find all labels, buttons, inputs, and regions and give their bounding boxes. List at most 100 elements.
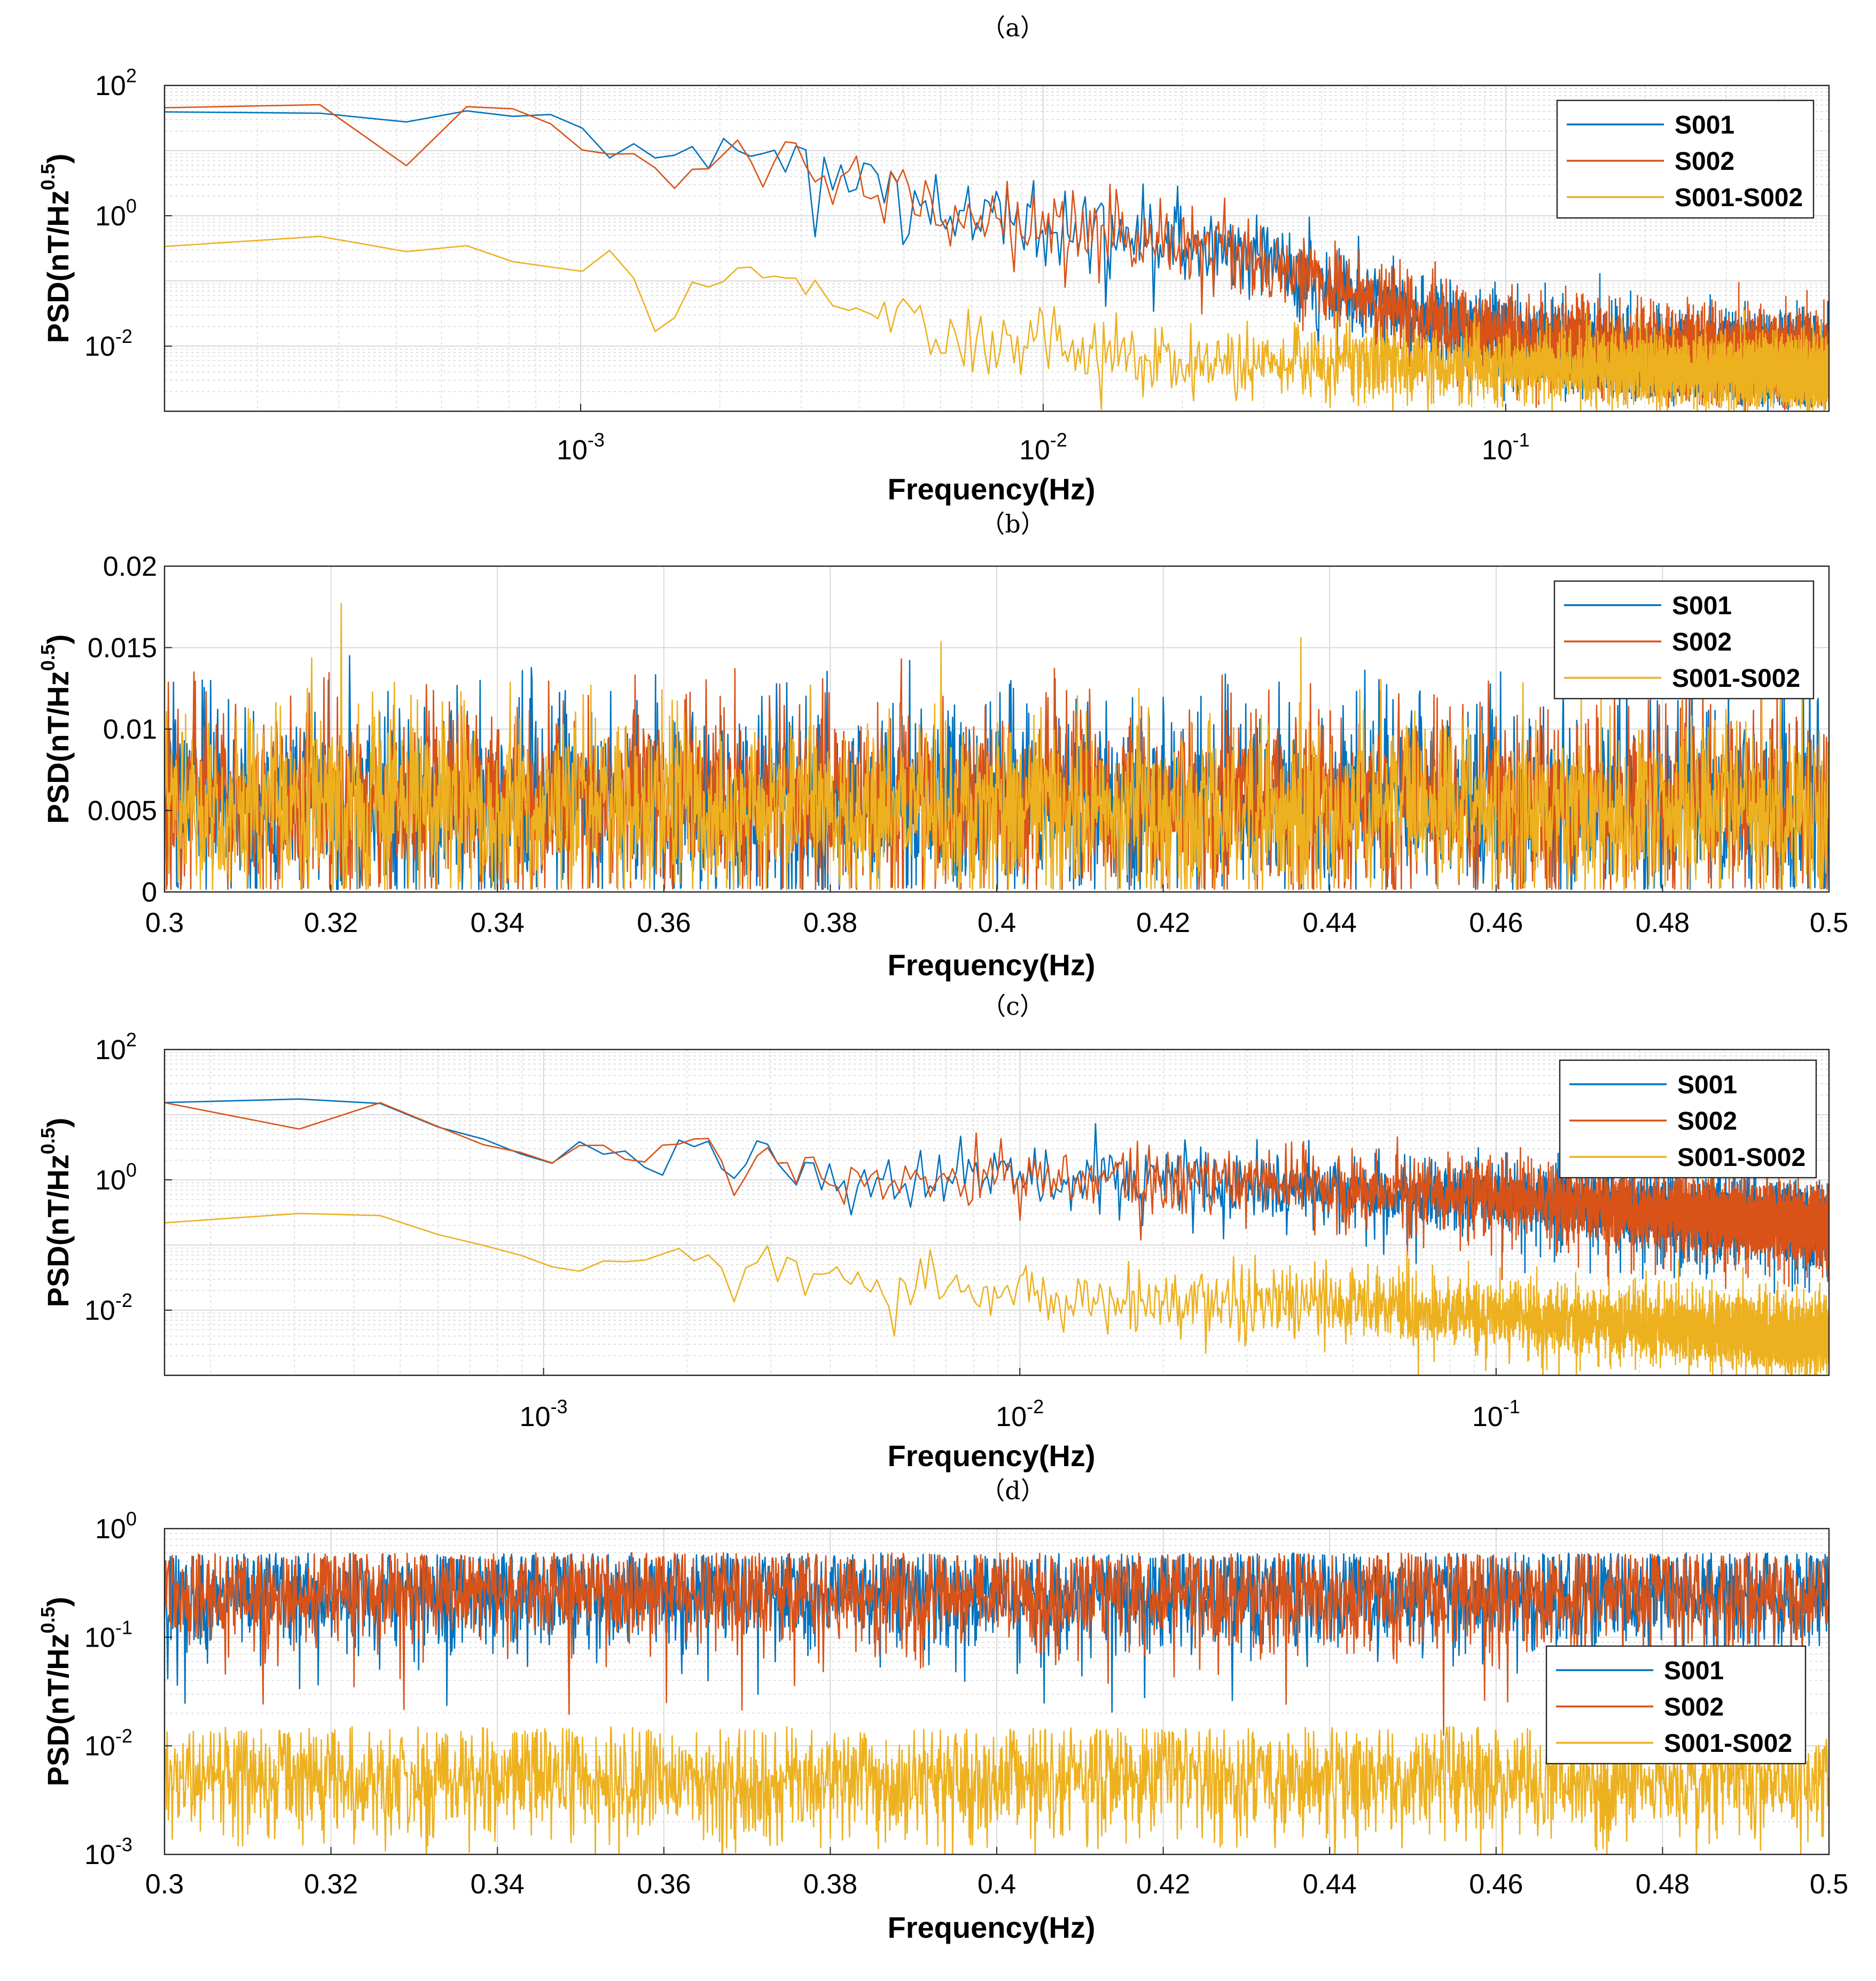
y-tick-label: 10-1 bbox=[84, 1616, 132, 1653]
y-label-close: ) bbox=[41, 154, 75, 164]
x-tick-base: 10 bbox=[520, 1401, 551, 1432]
x-tick-label: 0.42 bbox=[1136, 1869, 1190, 1900]
legend-box bbox=[1556, 99, 1815, 219]
x-tick-label: 10-2 bbox=[1019, 429, 1067, 466]
y-tick-label: 102 bbox=[95, 65, 137, 101]
y-tick-label: 10-2 bbox=[84, 325, 132, 362]
y-tick-base: 10 bbox=[95, 1035, 126, 1066]
legend-entry-s001: S001 bbox=[1677, 1071, 1737, 1099]
y-tick-exponent: -2 bbox=[115, 325, 132, 347]
y-tick-exponent: -3 bbox=[115, 1834, 132, 1855]
x-tick-label: 0.48 bbox=[1636, 1869, 1690, 1900]
panel-a: （a）10-3 10-2 10-110210010-2Frequency(Hz)PS… bbox=[37, 13, 1830, 506]
x-tick-label: 0.3 bbox=[145, 1869, 184, 1900]
x-tick-label: 0.38 bbox=[803, 1869, 857, 1900]
x-tick-label: 10-1 bbox=[1482, 429, 1530, 466]
y-tick-exponent: 0 bbox=[126, 195, 137, 217]
y-label-close: ) bbox=[41, 1118, 75, 1128]
y-axis-label-a: PSD(nT/Hz0.5) bbox=[37, 154, 75, 343]
x-tick-label: 0.32 bbox=[304, 1869, 358, 1900]
panel-label-a: （a） bbox=[981, 13, 1044, 42]
legend-b: S001 S002 S001-S002 bbox=[1553, 580, 1815, 700]
y-label-exponent: 0.5 bbox=[37, 163, 59, 190]
x-tick-label: 10-3 bbox=[557, 429, 605, 466]
x-tick-base: 10 bbox=[557, 435, 588, 466]
legend-entry-s002: S002 bbox=[1672, 628, 1732, 656]
y-axis-label-b: PSD(nT/Hz0.5) bbox=[37, 635, 75, 824]
y-tick-label: 100 bbox=[95, 1159, 137, 1196]
y-tick-exponent: 2 bbox=[126, 1029, 137, 1051]
x-tick-exponent: -3 bbox=[551, 1396, 568, 1418]
x-tick-label: 0.36 bbox=[637, 907, 691, 938]
x-tick-label: 0.5 bbox=[1810, 1869, 1848, 1900]
series-group-a bbox=[165, 104, 1829, 411]
y-tick-base: 10 bbox=[95, 71, 126, 101]
legend-entry-s001: S001 bbox=[1672, 592, 1732, 620]
panel-b: （b） 0.3 0.32 0.34 0.36 0.38 0.4 0.42 0.44 0.46 0.4… bbox=[37, 510, 1848, 982]
panel-label-b: （b） bbox=[980, 510, 1045, 538]
legend-a: S001 S002 S001-S002 bbox=[1556, 99, 1815, 219]
y-label-exponent: 0.5 bbox=[37, 1607, 59, 1633]
panel-label-c: （c） bbox=[981, 992, 1044, 1021]
y-tick-exponent: -2 bbox=[115, 1725, 132, 1747]
x-tick-exponent: -1 bbox=[1503, 1396, 1520, 1418]
y-tick-label: 10-2 bbox=[84, 1725, 132, 1762]
y-tick-label: 100 bbox=[95, 1508, 137, 1545]
y-tick-label: 10-3 bbox=[84, 1834, 132, 1870]
x-tick-exponent: -3 bbox=[588, 429, 605, 451]
y-tick-base: 10 bbox=[84, 1731, 115, 1762]
x-tick-label: 0.42 bbox=[1136, 907, 1190, 938]
y-label-main: PSD(nT/Hz bbox=[41, 671, 75, 824]
series-group-b bbox=[165, 602, 1829, 890]
panel-d: （d） 0.3 0.32 0.34 0.36 0.38 0.4 0.42 0.44 0.46 0.4… bbox=[37, 1476, 1848, 1944]
x-tick-base: 10 bbox=[1482, 435, 1513, 466]
x-axis-label-c: Frequency(Hz) bbox=[888, 1439, 1096, 1473]
y-tick-base: 10 bbox=[84, 331, 115, 362]
y-tick-base: 10 bbox=[84, 1295, 115, 1326]
legend-entry-s001: S001 bbox=[1664, 1657, 1724, 1685]
y-tick-base: 10 bbox=[84, 1622, 115, 1653]
x-tick-exponent: -2 bbox=[1027, 1396, 1044, 1418]
axes-box-a bbox=[163, 84, 1830, 412]
x-tick-label: 0.46 bbox=[1469, 907, 1523, 938]
legend-c: S001 S002 S001-S002 bbox=[1559, 1059, 1817, 1179]
legend-entry-s001-s002: S001-S002 bbox=[1677, 1144, 1805, 1172]
legend-entry-s001-s002: S001-S002 bbox=[1664, 1729, 1792, 1758]
x-tick-base: 10 bbox=[1472, 1401, 1503, 1432]
y-label-close: ) bbox=[41, 1597, 75, 1607]
axes-box-c bbox=[163, 1048, 1830, 1376]
legend-box bbox=[1553, 580, 1815, 700]
y-label-main: PSD(nT/Hz bbox=[41, 1154, 75, 1307]
y-tick-label: 102 bbox=[95, 1029, 137, 1066]
y-tick-label: 0.01 bbox=[103, 714, 157, 745]
x-tick-label: 0.36 bbox=[637, 1869, 691, 1900]
x-axis-label-d: Frequency(Hz) bbox=[888, 1910, 1096, 1944]
x-tick-exponent: -2 bbox=[1050, 429, 1067, 451]
x-tick-label: 0.32 bbox=[304, 907, 358, 938]
series-line-s001-s002 bbox=[165, 236, 1829, 411]
x-tick-base: 10 bbox=[996, 1401, 1027, 1432]
x-tick-label: 0.38 bbox=[803, 907, 857, 938]
y-tick-exponent: -2 bbox=[115, 1289, 132, 1311]
y-tick-label: 100 bbox=[95, 195, 137, 232]
y-tick-exponent: 2 bbox=[126, 65, 137, 87]
legend-entry-s002: S002 bbox=[1675, 147, 1734, 176]
panel-label-d: （d） bbox=[980, 1476, 1045, 1505]
y-tick-base: 10 bbox=[95, 201, 126, 232]
x-tick-label: 0.3 bbox=[145, 907, 184, 938]
series-line-s001-s002 bbox=[165, 1212, 1829, 1375]
x-tick-label: 0.48 bbox=[1636, 907, 1690, 938]
x-tick-label: 0.34 bbox=[471, 907, 525, 938]
x-axis-label-a: Frequency(Hz) bbox=[888, 472, 1096, 506]
legend-entry-s002: S002 bbox=[1664, 1693, 1724, 1721]
x-tick-label: 10-2 bbox=[996, 1396, 1044, 1432]
x-tick-label: 10-3 bbox=[520, 1396, 568, 1432]
y-tick-base: 10 bbox=[95, 1514, 126, 1545]
legend-entry-s001-s002: S001-S002 bbox=[1672, 664, 1800, 693]
y-label-close: ) bbox=[41, 635, 75, 645]
x-tick-exponent: -1 bbox=[1513, 429, 1530, 451]
y-label-main: PSD(nT/Hz bbox=[41, 190, 75, 343]
x-tick-label: 10-1 bbox=[1472, 1396, 1520, 1432]
y-axis-label-d: PSD(nT/Hz0.5) bbox=[37, 1597, 75, 1787]
